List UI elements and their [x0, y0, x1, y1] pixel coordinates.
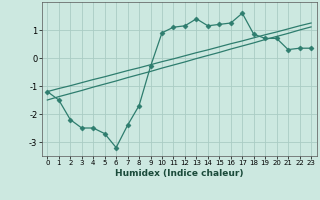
X-axis label: Humidex (Indice chaleur): Humidex (Indice chaleur) — [115, 169, 244, 178]
